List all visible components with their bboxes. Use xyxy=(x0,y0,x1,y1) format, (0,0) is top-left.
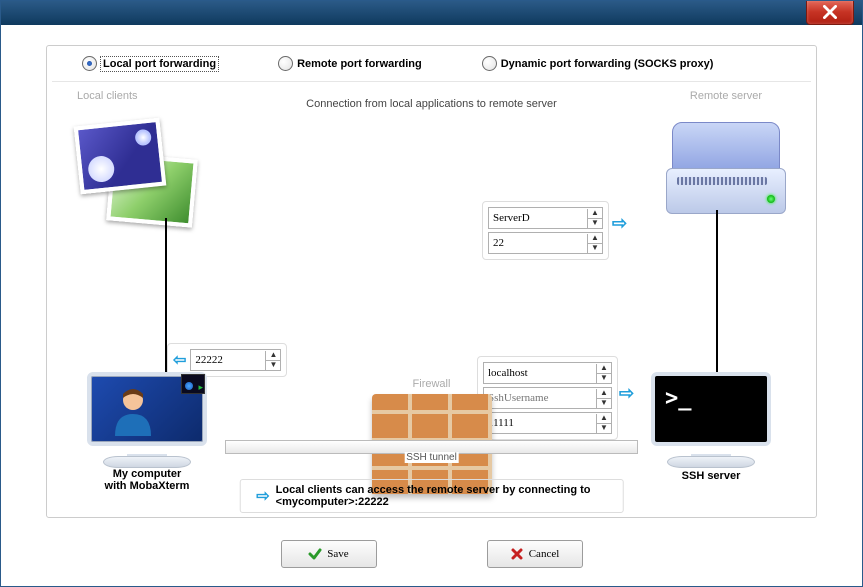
diagram-canvas: Connection from local applications to re… xyxy=(47,88,816,477)
tab-label: Remote port forwarding xyxy=(297,58,422,70)
radio-icon xyxy=(482,56,497,71)
server-icon xyxy=(666,122,786,212)
main-panel: Local port forwarding Remote port forwar… xyxy=(46,45,817,518)
arrow-right-icon: ⇨ xyxy=(256,486,269,506)
ssh-host-field: ▲ ▼ xyxy=(483,362,612,384)
button-row: Save Cancel xyxy=(1,540,862,568)
close-button[interactable] xyxy=(806,0,854,25)
remote-server-group: Remote server xyxy=(666,90,786,212)
save-label: Save xyxy=(327,548,348,560)
tab-local-forwarding[interactable]: Local port forwarding xyxy=(82,56,218,71)
spinner: ▲ ▼ xyxy=(265,351,280,370)
terminal-icon: >_ xyxy=(651,372,771,446)
radio-icon xyxy=(278,56,293,71)
spinner: ▲ ▼ xyxy=(587,209,602,228)
ssh-target-group: ▲ ▼ ▲ ▼ ▲ xyxy=(477,356,618,440)
arrow-right-icon: ⇨ xyxy=(619,383,634,404)
dialog-window: Local port forwarding Remote port forwar… xyxy=(0,0,863,587)
titlebar xyxy=(1,1,862,25)
spin-up[interactable]: ▲ xyxy=(597,389,611,399)
remote-server-label: Remote server xyxy=(666,90,786,102)
local-clients-label: Local clients xyxy=(77,90,197,102)
remote-host-field: ▲ ▼ xyxy=(488,207,603,229)
my-computer-label-1: My computer xyxy=(67,468,227,480)
tab-label: Local port forwarding xyxy=(101,57,218,71)
spin-down[interactable]: ▼ xyxy=(266,361,280,370)
ssh-server-label: SSH server xyxy=(636,470,786,482)
user-avatar-icon xyxy=(111,386,155,436)
my-computer-label-2: with MobaXterm xyxy=(67,480,227,492)
remote-host-input[interactable] xyxy=(489,209,587,227)
close-icon xyxy=(823,5,837,19)
tab-label: Dynamic port forwarding (SOCKS proxy) xyxy=(501,58,714,70)
firewall-label: Firewall xyxy=(372,378,492,390)
arrow-right-icon: ⇨ xyxy=(612,213,627,234)
spin-up[interactable]: ▲ xyxy=(597,364,611,374)
ssh-tunnel-label: SSH tunnel xyxy=(404,452,459,463)
radio-icon xyxy=(82,56,97,71)
spinner: ▲ ▼ xyxy=(596,414,611,433)
ssh-user-field: ▲ ▼ xyxy=(483,387,612,409)
spin-up[interactable]: ▲ xyxy=(597,414,611,424)
spin-down[interactable]: ▼ xyxy=(588,244,602,253)
spinner: ▲ ▼ xyxy=(596,389,611,408)
ssh-server-group: >_ SSH server xyxy=(636,368,786,482)
local-clients-group: Local clients xyxy=(77,90,197,222)
save-button[interactable]: Save xyxy=(281,540,377,568)
spin-up[interactable]: ▲ xyxy=(588,234,602,244)
photos-icon xyxy=(77,122,197,222)
arrow-left-icon: ⇦ xyxy=(173,350,186,370)
connector-line xyxy=(716,210,718,385)
forwarding-type-tabs: Local port forwarding Remote port forwar… xyxy=(52,46,811,82)
spin-up[interactable]: ▲ xyxy=(588,209,602,219)
info-text: Local clients can access the remote serv… xyxy=(276,484,607,508)
remote-target-group: ▲ ▼ ▲ ▼ xyxy=(482,201,609,260)
monitor-icon: >_ xyxy=(641,368,781,468)
my-computer-group: My computer with MobaXterm xyxy=(67,368,227,492)
spin-down[interactable]: ▼ xyxy=(597,424,611,433)
tab-remote-forwarding[interactable]: Remote port forwarding xyxy=(278,56,422,71)
remote-port-field: ▲ ▼ xyxy=(488,232,603,254)
info-bar: ⇨ Local clients can access the remote se… xyxy=(239,479,624,513)
spinner: ▲ ▼ xyxy=(596,364,611,383)
ssh-port-field: ▲ ▼ xyxy=(483,412,612,434)
cancel-button[interactable]: Cancel xyxy=(487,540,583,568)
ssh-user-input[interactable] xyxy=(484,389,596,407)
spin-up[interactable]: ▲ xyxy=(266,351,280,361)
mobaxterm-icon xyxy=(181,374,205,394)
local-port-input[interactable] xyxy=(191,351,265,369)
spinner: ▲ ▼ xyxy=(587,234,602,253)
remote-port-input[interactable] xyxy=(489,234,587,252)
cancel-label: Cancel xyxy=(529,548,560,560)
dialog-body: Local port forwarding Remote port forwar… xyxy=(1,25,862,586)
ssh-host-input[interactable] xyxy=(484,364,596,382)
ssh-port-input[interactable] xyxy=(484,414,596,432)
spin-down[interactable]: ▼ xyxy=(597,374,611,383)
tab-dynamic-forwarding[interactable]: Dynamic port forwarding (SOCKS proxy) xyxy=(482,56,714,71)
monitor-icon xyxy=(77,368,217,468)
spin-down[interactable]: ▼ xyxy=(597,399,611,408)
cross-icon xyxy=(510,547,524,561)
firewall-group: Firewall xyxy=(372,378,492,494)
check-icon xyxy=(308,547,322,561)
spin-down[interactable]: ▼ xyxy=(588,219,602,228)
